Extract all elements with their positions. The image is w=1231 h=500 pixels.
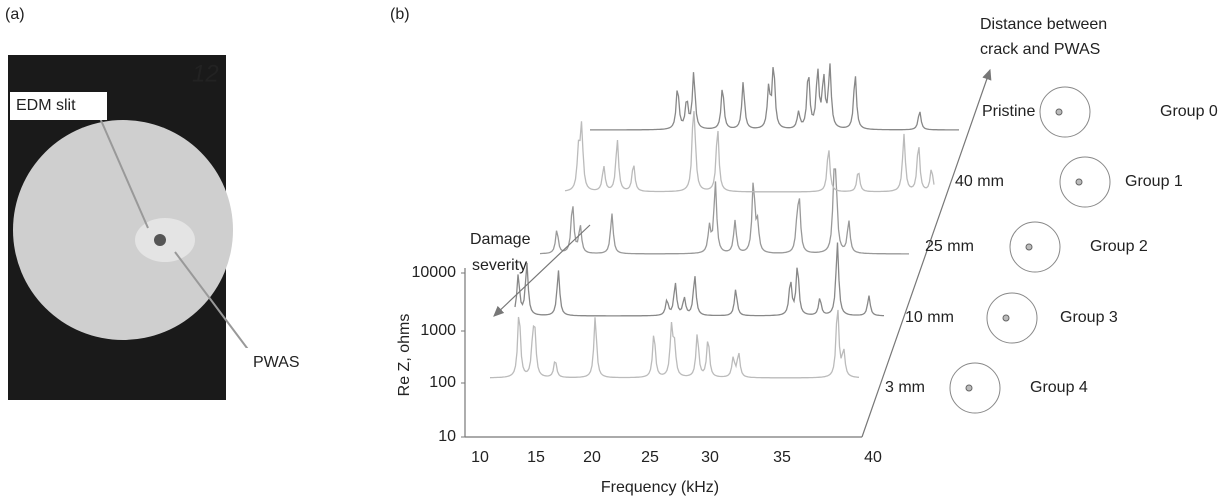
- specimen-icon: [986, 292, 1038, 344]
- y-axis-title: Re Z, ohms: [396, 314, 413, 397]
- spectrum: [489, 309, 860, 379]
- distance-label: crack and PWAS: [980, 41, 1100, 58]
- damage-arrow: [493, 224, 591, 317]
- y-tick-label: 10000: [412, 264, 457, 281]
- spectrum: [539, 168, 909, 255]
- x-tick-label: 15: [527, 449, 545, 466]
- damage-label: Damage: [470, 231, 531, 248]
- y-tick-label: 1000: [420, 322, 456, 339]
- pwas: [154, 234, 166, 246]
- group-name: Group 4: [1030, 379, 1088, 396]
- specimen-icon: [1059, 156, 1111, 208]
- group-distance: Pristine: [982, 103, 1035, 120]
- x-tick-label: 25: [641, 449, 659, 466]
- annotation: EDM slit: [16, 97, 76, 114]
- x-tick-label: 10: [471, 449, 489, 466]
- annotation: PWAS: [253, 354, 300, 371]
- group-distance: 40 mm: [955, 173, 1004, 190]
- spectrum: [564, 111, 935, 193]
- x-tick-label: 35: [773, 449, 791, 466]
- y-tick-label: 100: [429, 374, 456, 391]
- group-distance: 25 mm: [925, 238, 974, 255]
- groups: Pristine Group 0 40 mm Group 1 25 mm Group 2 1…: [885, 86, 1218, 414]
- arrow: [174, 251, 251, 353]
- group-name: Group 2: [1090, 238, 1148, 255]
- distance-label: Distance between: [980, 16, 1107, 33]
- arrow: [99, 117, 149, 229]
- specimen-icon: [1009, 221, 1061, 273]
- damage-label: severity: [472, 257, 527, 274]
- x-tick-label: 30: [701, 449, 719, 466]
- group-distance: 10 mm: [905, 309, 954, 326]
- pwas-icon: [1055, 108, 1063, 116]
- label-box: [10, 92, 107, 120]
- specimen-disc: [13, 120, 233, 340]
- pwas-icon: [1075, 178, 1083, 186]
- pwas-icon: [1025, 243, 1033, 251]
- x-tick-label: 20: [583, 449, 601, 466]
- depth-axis: [861, 68, 992, 438]
- y-tick-label: 10: [438, 428, 456, 445]
- panel-label: (b): [390, 6, 410, 23]
- ticks: 10000 1000 100 10 10 15 20 25 30 35 40: [412, 264, 883, 466]
- group-name: Group 0: [1160, 103, 1218, 120]
- spectra: [489, 63, 959, 379]
- specimen-icon: [1039, 86, 1091, 138]
- group-name: Group 1: [1125, 173, 1183, 190]
- sample-number: 12: [192, 60, 219, 87]
- pwas-icon: [1002, 314, 1010, 322]
- x-tick-label: 40: [864, 449, 882, 466]
- group-distance: 3 mm: [885, 379, 925, 396]
- group-name: Group 3: [1060, 309, 1118, 326]
- spectrum: [514, 242, 884, 317]
- spectrum: [590, 63, 959, 131]
- panel-label: (a): [5, 6, 25, 23]
- x-axis-title: Frequency (kHz): [601, 479, 719, 496]
- pwas-icon: [965, 384, 973, 392]
- specimen-icon: [949, 362, 1001, 414]
- label-box: [245, 348, 323, 378]
